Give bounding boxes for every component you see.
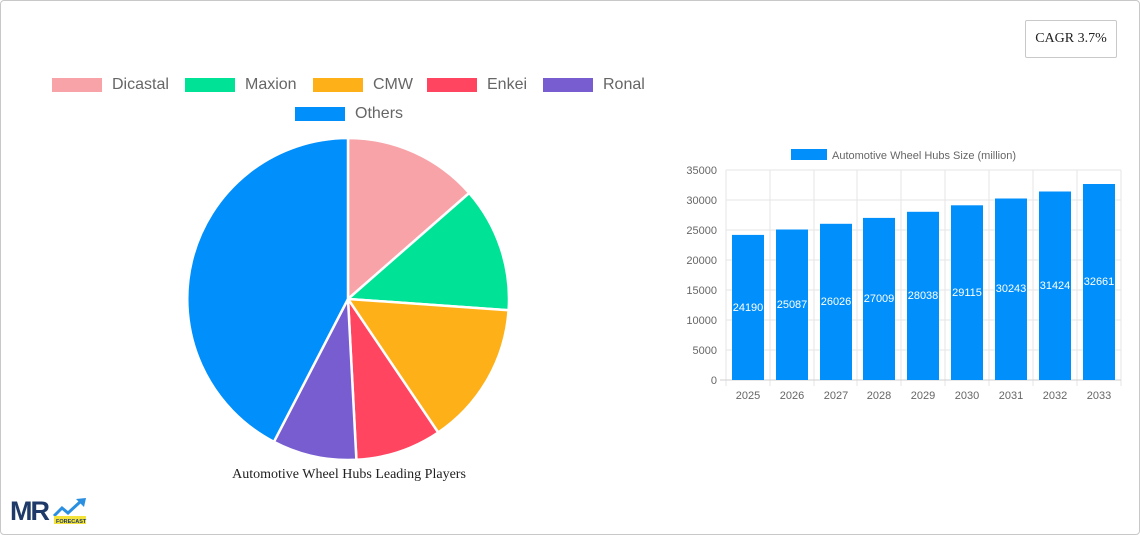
svg-text:26026: 26026 [821, 296, 852, 308]
bar-2033[interactable] [1083, 184, 1115, 380]
svg-text:29115: 29115 [952, 287, 982, 299]
svg-text:2025: 2025 [736, 390, 760, 402]
legend-label: Enkei [487, 76, 528, 93]
arrow-head-icon [76, 498, 86, 507]
svg-text:25000: 25000 [686, 225, 717, 237]
legend-swatch-maxion [185, 78, 235, 92]
legend-item-others[interactable]: Others [295, 105, 403, 123]
bar-2029[interactable] [907, 211, 939, 380]
legend-label: CMW [373, 76, 413, 93]
legend-item-maxion[interactable]: Maxion [185, 76, 297, 94]
logo-subtext: FORECAST [56, 519, 87, 525]
x-axis-ticks: 2025 2026 2027 2028 2029 2030 2031 2032 … [736, 390, 1111, 402]
bar-2032[interactable] [1039, 191, 1071, 381]
svg-text:10000: 10000 [686, 315, 717, 327]
svg-text:2028: 2028 [867, 390, 891, 402]
svg-text:20000: 20000 [686, 255, 717, 267]
bar-2027[interactable] [820, 223, 852, 380]
bar-2025[interactable] [732, 234, 764, 380]
bars [732, 184, 1115, 380]
cagr-badge: CAGR 3.7% [1025, 20, 1117, 58]
logo-text: MR [10, 496, 49, 526]
legend-swatch-cmw [313, 78, 363, 92]
bar-2026[interactable] [776, 229, 808, 381]
legend-label: Ronal [603, 76, 645, 93]
svg-text:25087: 25087 [777, 299, 808, 311]
legend-swatch-dicastal [52, 78, 102, 92]
logo-subtext-bg [54, 516, 86, 524]
svg-text:27009: 27009 [864, 293, 895, 305]
trend-arrow-icon [52, 500, 82, 518]
svg-text:35000: 35000 [686, 165, 717, 177]
mr-forecast-logo: MR FORECAST [10, 496, 87, 526]
svg-text:2032: 2032 [1043, 390, 1067, 402]
svg-text:2029: 2029 [911, 390, 935, 402]
legend-swatch-enkei [427, 78, 477, 92]
svg-text:2031: 2031 [999, 390, 1023, 402]
bar-2028[interactable] [863, 217, 895, 380]
svg-text:30000: 30000 [686, 195, 717, 207]
svg-text:2027: 2027 [824, 390, 848, 402]
legend-item-dicastal[interactable]: Dicastal [52, 76, 169, 94]
legend-item-ronal[interactable]: Ronal [543, 76, 645, 94]
legend-label: Maxion [245, 76, 297, 93]
svg-text:2030: 2030 [955, 390, 979, 402]
svg-text:5000: 5000 [693, 345, 717, 357]
legend-label: Dicastal [112, 76, 169, 93]
svg-text:15000: 15000 [686, 285, 717, 297]
legend-item-enkei[interactable]: Enkei [427, 76, 527, 94]
legend-item-cmw[interactable]: CMW [313, 76, 413, 94]
svg-text:28038: 28038 [908, 290, 939, 302]
svg-text:32661: 32661 [1084, 276, 1115, 288]
svg-text:2033: 2033 [1087, 390, 1111, 402]
pie-title: Automotive Wheel Hubs Leading Players [232, 467, 466, 482]
bar-2030[interactable] [951, 205, 983, 380]
bar-legend-swatch [791, 149, 827, 160]
legend-swatch-ronal [543, 78, 593, 92]
svg-text:2026: 2026 [780, 390, 804, 402]
bar-2031[interactable] [995, 198, 1027, 381]
svg-text:0: 0 [711, 375, 717, 387]
svg-text:31424: 31424 [1040, 280, 1071, 292]
legend-swatch-others [295, 107, 345, 121]
svg-text:24190: 24190 [733, 302, 764, 314]
bar-legend-label: Automotive Wheel Hubs Size (million) [832, 150, 1016, 162]
bar-data-labels: 24190 25087 26026 27009 28038 29115 3024… [733, 276, 1115, 314]
legend-label: Others [355, 105, 404, 122]
svg-text:30243: 30243 [996, 283, 1027, 295]
y-axis-ticks: 35000 30000 25000 20000 15000 10000 5000… [686, 165, 717, 387]
